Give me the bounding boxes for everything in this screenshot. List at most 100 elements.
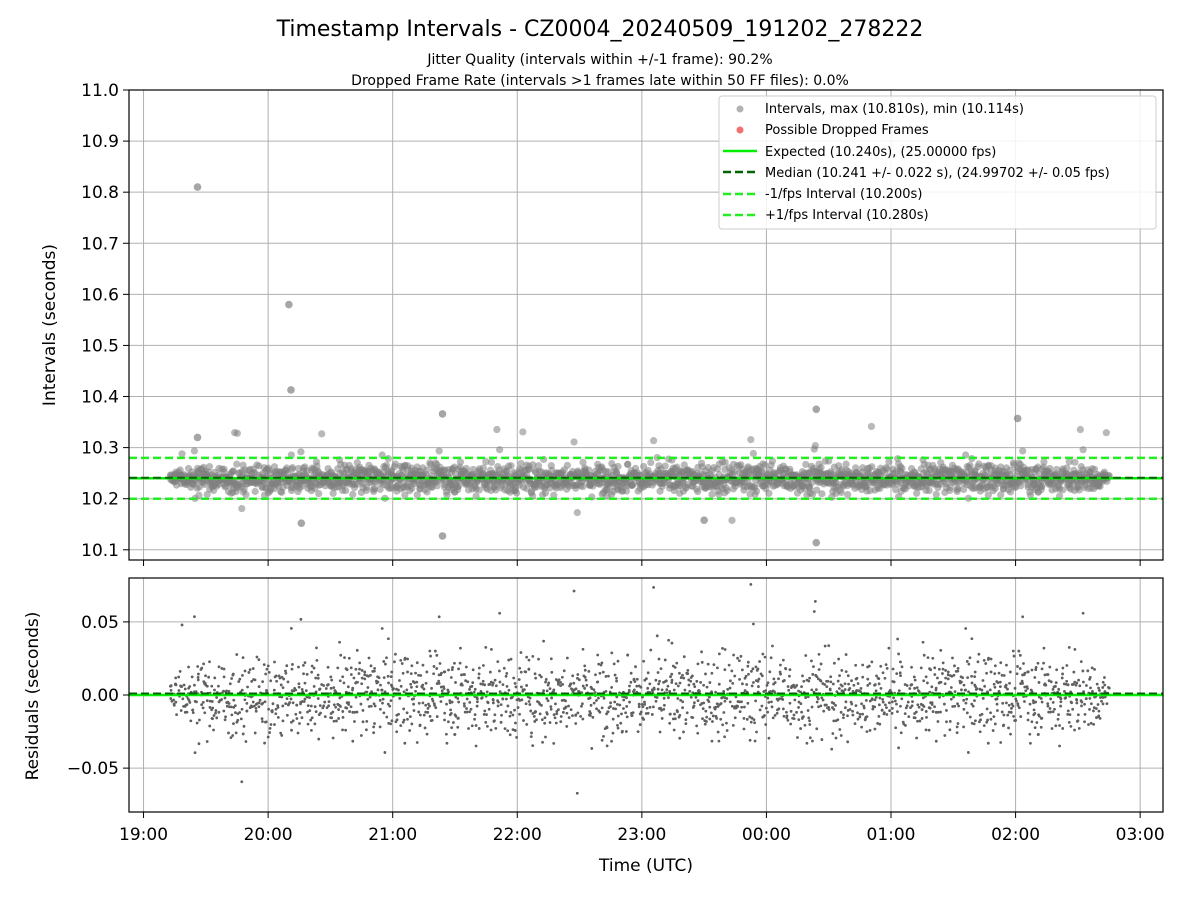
residual-point bbox=[337, 708, 340, 711]
residual-point bbox=[358, 667, 361, 671]
residual-point bbox=[302, 664, 305, 667]
residual-point bbox=[854, 704, 858, 708]
residual-point bbox=[836, 679, 840, 683]
residual-point bbox=[236, 718, 240, 722]
residual-point bbox=[1002, 713, 1006, 717]
residual-point bbox=[1077, 678, 1080, 682]
residual-point bbox=[795, 683, 799, 687]
residual-point bbox=[702, 683, 706, 687]
residual-point bbox=[181, 697, 185, 701]
residual-point bbox=[1056, 717, 1060, 721]
residual-point bbox=[300, 716, 304, 720]
residual-point bbox=[820, 696, 824, 700]
residual-point bbox=[866, 677, 870, 681]
residual-point bbox=[672, 728, 676, 732]
residual-point bbox=[665, 691, 669, 695]
residual-point bbox=[911, 700, 914, 703]
residual-point bbox=[859, 687, 863, 690]
legend-plus-interval-label: +1/fps Interval (10.280s) bbox=[765, 208, 929, 223]
residual-point bbox=[543, 721, 547, 725]
residual-point bbox=[401, 671, 405, 675]
interval-point bbox=[818, 490, 826, 498]
residual-point bbox=[481, 664, 485, 667]
residual-point bbox=[1084, 697, 1088, 701]
residual-point bbox=[499, 720, 503, 724]
residual-point bbox=[1101, 696, 1105, 699]
residual-point bbox=[1021, 681, 1024, 685]
legend: Intervals, max (10.810s), min (10.114s) … bbox=[718, 95, 1157, 230]
residual-point bbox=[1097, 709, 1101, 713]
residual-point bbox=[224, 715, 227, 719]
residual-point bbox=[345, 706, 349, 710]
residual-point bbox=[600, 738, 604, 742]
residual-point bbox=[880, 708, 884, 712]
residual-point bbox=[1049, 697, 1053, 701]
residual-point bbox=[253, 731, 257, 735]
residual-point bbox=[494, 684, 498, 688]
residual-point bbox=[728, 700, 732, 704]
residual-point bbox=[460, 683, 464, 687]
residual-point bbox=[973, 675, 977, 679]
interval-point bbox=[1102, 429, 1110, 437]
residual-point bbox=[939, 680, 943, 684]
residual-point bbox=[985, 707, 989, 711]
residual-point bbox=[839, 734, 843, 737]
residual-point bbox=[569, 682, 573, 686]
residual-point bbox=[696, 662, 700, 666]
residual-point bbox=[353, 720, 356, 723]
residual-point bbox=[549, 657, 553, 661]
residual-point bbox=[840, 684, 844, 688]
residual-point bbox=[493, 678, 497, 682]
residual-point bbox=[325, 706, 329, 710]
residual-point bbox=[265, 667, 269, 671]
residual-point bbox=[630, 714, 634, 717]
residual-point bbox=[415, 661, 419, 665]
residual-point bbox=[527, 700, 531, 703]
residual-point bbox=[326, 683, 330, 686]
residual-point bbox=[323, 700, 327, 704]
residual-point bbox=[368, 695, 372, 699]
residual-point bbox=[509, 657, 513, 661]
residual-point bbox=[883, 703, 887, 707]
residual-point bbox=[547, 681, 551, 685]
residual-point bbox=[402, 718, 406, 722]
residual-point bbox=[1034, 668, 1038, 671]
residual-point bbox=[973, 699, 976, 702]
residual-point bbox=[524, 670, 528, 674]
residual-point bbox=[291, 701, 295, 705]
residual-point bbox=[962, 698, 966, 702]
residual-point bbox=[222, 667, 226, 671]
residual-point bbox=[673, 665, 677, 669]
residual-point bbox=[951, 656, 954, 660]
residual-point bbox=[433, 703, 436, 707]
residual-point bbox=[485, 690, 489, 694]
residual-point bbox=[169, 688, 173, 692]
residual-point bbox=[297, 665, 300, 669]
residual-point bbox=[1077, 727, 1081, 730]
residual-point bbox=[1004, 685, 1008, 689]
residual-point bbox=[1038, 714, 1041, 718]
residual-point bbox=[712, 663, 716, 667]
residual-point bbox=[781, 658, 785, 662]
residual-point bbox=[792, 683, 795, 687]
residual-point bbox=[237, 680, 241, 683]
residual-point bbox=[918, 719, 922, 723]
residual-point bbox=[230, 713, 234, 717]
residual-point bbox=[435, 667, 439, 670]
residual-point bbox=[899, 704, 902, 708]
residual-point bbox=[382, 711, 386, 715]
residual-point bbox=[745, 717, 749, 721]
residual-point bbox=[519, 651, 523, 654]
residual-point bbox=[765, 683, 769, 687]
residual-point bbox=[386, 674, 390, 678]
residual-point bbox=[222, 689, 225, 693]
residual-point bbox=[610, 651, 614, 655]
residual-point bbox=[800, 685, 803, 689]
residual-point bbox=[196, 676, 200, 679]
residual-point bbox=[208, 706, 212, 709]
interval-point bbox=[382, 461, 391, 469]
residual-point bbox=[1091, 689, 1094, 693]
residual-point bbox=[877, 677, 881, 681]
residual-point bbox=[650, 713, 654, 716]
residual-point bbox=[701, 707, 705, 710]
